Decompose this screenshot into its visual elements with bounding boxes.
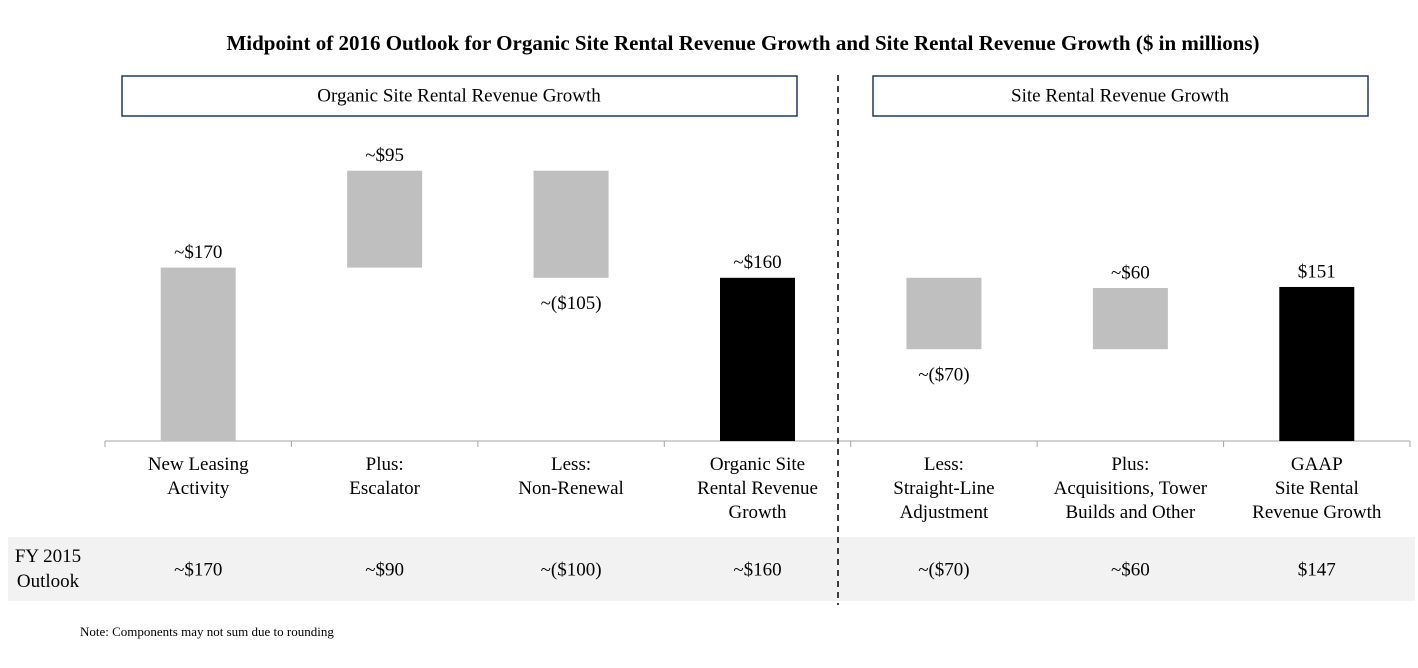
value-label: ~$170: [174, 242, 222, 263]
table-cell: ~($70): [918, 559, 969, 580]
x-tick-label: Less: Straight-Line Adjustment: [893, 454, 994, 523]
note: Note: Components may not sum due to roun…: [80, 624, 334, 639]
value-label: ~$95: [365, 145, 404, 166]
table-cell: ~($100): [541, 559, 602, 580]
table-cell: ~$160: [733, 559, 781, 580]
x-tick-label: GAAP Site Rental Revenue Growth: [1252, 454, 1382, 523]
table-cell: ~$60: [1111, 559, 1150, 580]
value-label: ~$60: [1111, 262, 1150, 283]
section-box: [121, 75, 798, 117]
x-tick-label: Less: Non-Renewal: [518, 454, 624, 499]
table-cell: $147: [1298, 559, 1336, 580]
value-label: ~$160: [733, 252, 781, 273]
bar: [160, 267, 236, 441]
bar: [533, 170, 609, 278]
table-row-label: FY 2015 Outlook: [15, 546, 81, 592]
bar: [1092, 288, 1168, 350]
bar: [906, 277, 982, 350]
bar: [720, 277, 795, 441]
chart-title: Midpoint of 2016 Outlook for Organic Sit…: [226, 31, 1259, 55]
x-tick-label: New Leasing Activity: [148, 454, 249, 499]
table-cell: ~$90: [365, 559, 404, 580]
section-label: Organic Site Rental Revenue Growth: [317, 85, 601, 106]
section-box: [872, 75, 1369, 117]
value-label: $151: [1298, 261, 1336, 282]
value-label: ~($105): [541, 293, 602, 314]
table-row: [8, 537, 1415, 601]
x-tick-label: Plus: Escalator: [349, 454, 420, 499]
x-tick-label: Organic Site Rental Revenue Growth: [697, 454, 818, 523]
bar: [1279, 286, 1355, 441]
value-label: ~($70): [918, 365, 969, 386]
x-tick-label: Plus: Acquisitions, Tower Builds and Other: [1054, 454, 1208, 523]
table-cell: ~$170: [174, 559, 222, 580]
bar: [347, 170, 423, 268]
section-label: Site Rental Revenue Growth: [1011, 85, 1229, 106]
